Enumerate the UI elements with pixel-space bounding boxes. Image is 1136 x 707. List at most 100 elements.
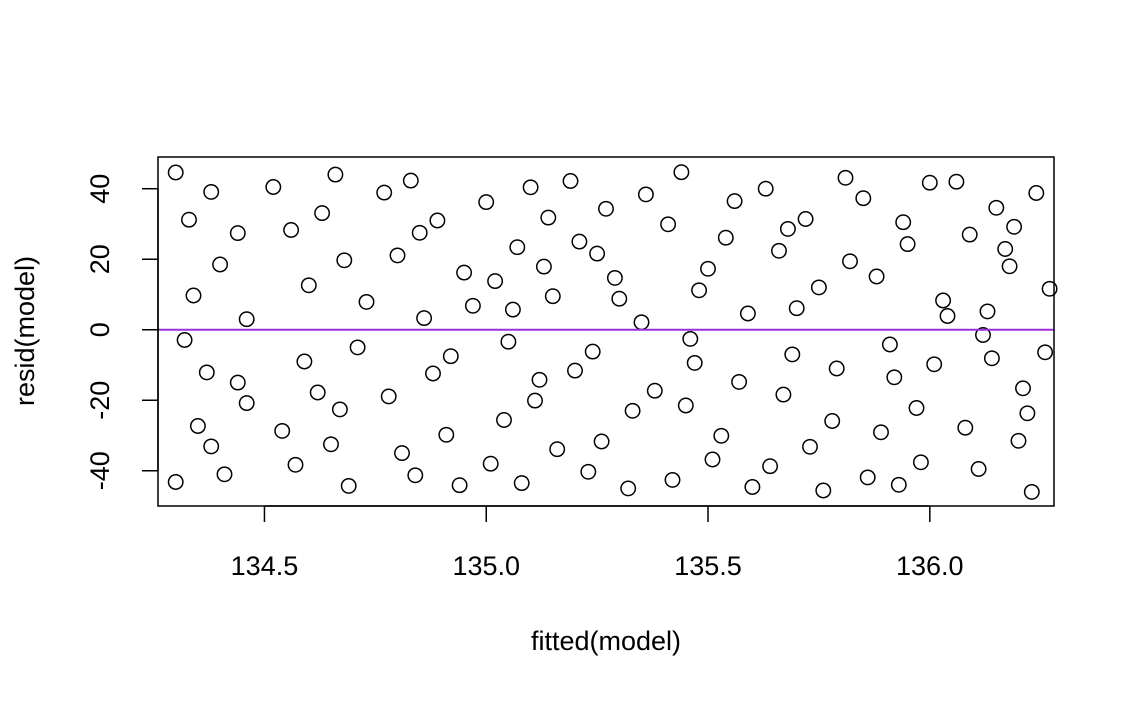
data-point: [815, 482, 832, 499]
data-point: [1001, 258, 1018, 275]
data-point: [229, 374, 246, 391]
data-point: [762, 458, 779, 475]
data-point: [358, 293, 375, 310]
data-point: [664, 471, 681, 488]
data-point: [238, 395, 255, 412]
data-point: [527, 392, 543, 409]
data-point: [451, 477, 468, 494]
data-point: [442, 348, 459, 365]
data-point: [771, 242, 787, 259]
data-point: [1006, 218, 1023, 235]
x-tick-label: 134.5: [231, 551, 299, 581]
data-point: [265, 179, 282, 195]
data-point: [283, 222, 300, 238]
data-point: [704, 451, 721, 468]
data-point: [797, 211, 814, 227]
data-point: [868, 268, 885, 285]
data-point: [167, 474, 184, 490]
x-tick-label: 135.5: [674, 551, 742, 581]
data-point: [438, 426, 455, 443]
data-point: [606, 269, 623, 286]
data-point: [562, 173, 579, 189]
data-point: [380, 388, 397, 405]
data-point: [660, 216, 677, 233]
data-point: [216, 466, 233, 483]
data-point: [939, 308, 956, 324]
data-point: [309, 384, 326, 401]
data-point: [726, 193, 743, 210]
data-point: [926, 356, 943, 373]
data-point: [229, 225, 246, 242]
data-point: [340, 477, 357, 494]
data-point: [336, 252, 353, 269]
y-tick-label: -20: [85, 381, 115, 420]
data-point: [757, 180, 774, 197]
data-point: [425, 365, 441, 382]
data-point: [593, 433, 610, 450]
data-point: [620, 480, 637, 497]
data-point: [673, 164, 690, 181]
data-point: [580, 463, 597, 480]
data-point: [274, 422, 291, 439]
data-point: [429, 212, 446, 229]
y-tick-label: 20: [85, 244, 115, 274]
x-tick-label: 136.0: [896, 551, 964, 581]
data-point: [677, 397, 694, 414]
data-point: [713, 427, 730, 444]
data-point: [744, 479, 761, 495]
data-point: [810, 279, 827, 296]
data-point: [535, 258, 552, 275]
data-point: [584, 343, 601, 360]
data-point: [513, 475, 530, 492]
data-point: [185, 287, 202, 304]
data-point: [327, 166, 344, 183]
y-tick-label: -40: [85, 451, 115, 490]
data-point: [323, 436, 339, 453]
data-point: [970, 461, 987, 477]
data-point: [948, 173, 965, 190]
data-point: [549, 441, 566, 458]
data-point: [531, 371, 548, 388]
data-point: [873, 424, 889, 441]
data-point: [500, 333, 517, 350]
data-point: [376, 184, 393, 201]
data-point: [287, 456, 304, 473]
y-tick-label: 40: [85, 174, 115, 204]
data-point: [1015, 380, 1031, 397]
data-point: [611, 290, 628, 307]
data-point: [988, 199, 1005, 216]
data-point: [509, 239, 526, 256]
data-point: [881, 336, 898, 353]
data-point: [487, 273, 504, 290]
data-point: [416, 310, 433, 327]
data-point: [331, 401, 348, 418]
data-point: [997, 241, 1014, 257]
data-point: [859, 469, 876, 486]
data-point: [522, 179, 539, 196]
data-point: [203, 438, 220, 455]
data-point: [1041, 280, 1058, 297]
data-point: [802, 438, 818, 455]
data-point: [961, 226, 978, 243]
data-point: [198, 364, 215, 381]
data-point: [646, 382, 663, 399]
data-point: [700, 260, 716, 277]
data-point: [1037, 344, 1054, 361]
data-point: [837, 169, 854, 186]
data-point: [238, 311, 255, 328]
data-point: [314, 205, 331, 222]
data-point: [682, 330, 699, 347]
data-point: [899, 236, 916, 253]
data-point: [624, 402, 641, 419]
data-point: [731, 373, 748, 390]
data-point: [637, 186, 654, 203]
data-point: [589, 245, 606, 262]
data-point: [979, 303, 996, 320]
data-point: [921, 174, 938, 191]
data-point: [540, 209, 557, 226]
data-point: [478, 194, 495, 211]
data-point: [482, 455, 499, 472]
data-point: [739, 305, 756, 322]
data-point: [567, 362, 583, 379]
